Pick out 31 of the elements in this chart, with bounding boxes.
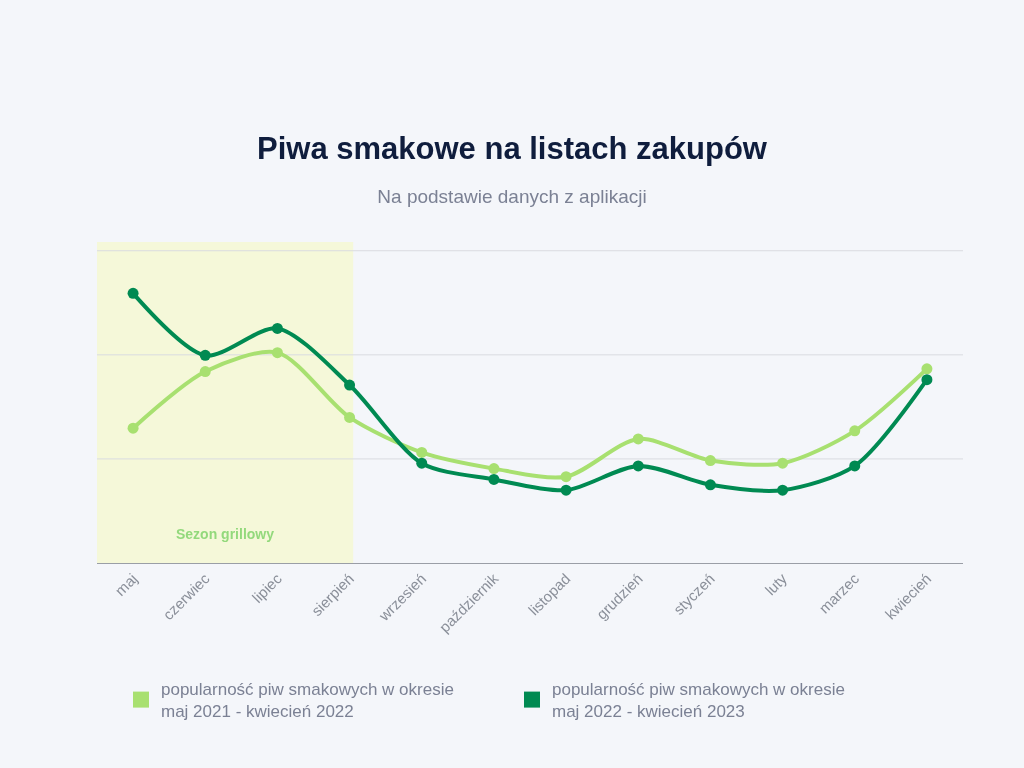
point (849, 425, 861, 437)
band-label: Sezon grillowy (176, 526, 275, 542)
point (127, 422, 139, 434)
point (199, 366, 211, 378)
point (344, 411, 356, 423)
point (632, 433, 644, 445)
point (416, 457, 428, 469)
point (271, 322, 283, 334)
point (127, 287, 139, 299)
x-tick-label: maj (111, 569, 141, 600)
point (849, 460, 861, 472)
legend-label: popularność piw smakowych w okresie maj 2022 - kwiecień 2023 (552, 680, 845, 722)
point (488, 473, 500, 485)
point (416, 446, 428, 458)
x-tick-label: luty (761, 569, 791, 599)
chart-title: Piwa smakowe na listach zakupów (257, 130, 768, 166)
point (488, 463, 500, 475)
point (777, 484, 789, 496)
point (704, 455, 716, 467)
point (560, 471, 572, 483)
point (344, 379, 356, 391)
point (199, 349, 211, 361)
legend-label: popularność piw smakowych w okresie maj 2021 - kwiecień 2022 (161, 680, 454, 722)
point (777, 457, 789, 469)
point (921, 374, 933, 386)
point (271, 347, 283, 359)
point (921, 363, 933, 375)
point (560, 484, 572, 496)
point (704, 479, 716, 491)
point (632, 460, 644, 472)
chart-subtitle: Na podstawie danych z aplikacji (377, 185, 647, 207)
